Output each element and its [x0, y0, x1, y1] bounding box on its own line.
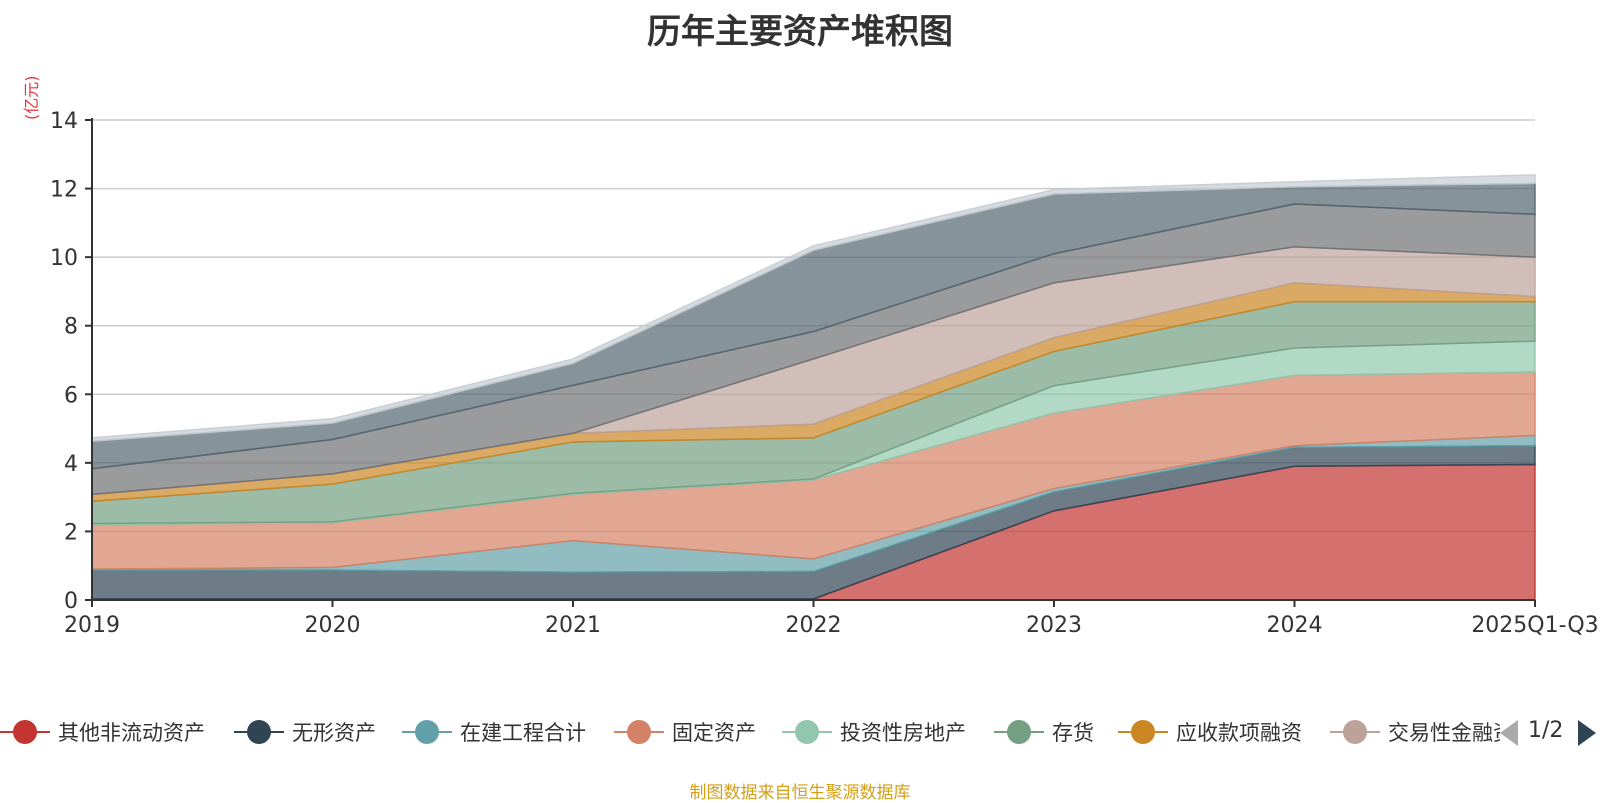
y-tick-label: 14: [50, 109, 78, 134]
x-tick-label: 2021: [545, 613, 601, 638]
x-tick-label: 2024: [1267, 613, 1323, 638]
source-note: 制图数据来自恒生聚源数据库: [689, 783, 911, 803]
legend-label: 投资性房地产: [840, 721, 966, 745]
legend-label: 无形资产: [292, 721, 376, 745]
legend-marker-icon: [994, 720, 1044, 744]
legend-label: 交易性金融资产: [1388, 721, 1500, 745]
y-tick-label: 8: [64, 315, 78, 340]
legend-marker-icon: [782, 720, 832, 744]
legend-marker-icon: [1330, 720, 1380, 744]
legend-item[interactable]: 在建工程合计: [402, 712, 586, 752]
legend-label: 应收款项融资: [1176, 721, 1302, 745]
legend-label: 在建工程合计: [460, 721, 586, 745]
triangle-right-icon[interactable]: [1578, 720, 1596, 746]
legend-label: 其他非流动资产: [58, 721, 205, 745]
x-tick-label: 2019: [64, 613, 120, 638]
legend-item[interactable]: 交易性金融资产: [1330, 712, 1500, 752]
legend-dot: [247, 720, 271, 744]
legend-dot: [1343, 720, 1367, 744]
legend-marker-icon: [614, 720, 664, 744]
legend-pager: 1/2: [1500, 712, 1600, 752]
legend-dot: [627, 720, 651, 744]
legend-label: 存货: [1052, 721, 1094, 745]
legend: 其他非流动资产 无形资产 在建工程合计 固定资产 投资性房地产 存货 应收款项融资 交易性金融…: [0, 712, 1500, 752]
legend-item[interactable]: 其他非流动资产: [0, 712, 205, 752]
legend-label: 固定资产: [672, 721, 756, 745]
y-tick-label: 4: [64, 452, 78, 477]
y-tick-label: 0: [64, 589, 78, 614]
legend-marker-icon: [402, 720, 452, 744]
area-series-group: [91, 174, 1536, 601]
axes: 0 2 4 6 8 10 12 14 2019 2020 2021 2022 2023 2024 2025Q…: [50, 109, 1599, 638]
triangle-left-icon[interactable]: [1500, 720, 1518, 746]
legend-item[interactable]: 应收款项融资: [1118, 712, 1302, 752]
legend-marker-icon: [0, 720, 50, 744]
legend-dot: [1131, 720, 1155, 744]
legend-item[interactable]: 无形资产: [234, 712, 376, 752]
chart-title: 历年主要资产堆积图: [647, 12, 953, 52]
legend-marker-icon: [234, 720, 284, 744]
legend-dot: [1007, 720, 1031, 744]
x-tick-label: 2023: [1026, 613, 1082, 638]
y-tick-label: 6: [64, 383, 78, 408]
legend-item[interactable]: 存货: [994, 712, 1094, 752]
x-tick-label: 2020: [305, 613, 361, 638]
legend-marker-icon: [1118, 720, 1168, 744]
x-tick-label: 2025Q1-Q3: [1471, 613, 1598, 638]
legend-dot: [795, 720, 819, 744]
area-series[interactable]: [91, 174, 1536, 443]
legend-dot: [415, 720, 439, 744]
y-tick-label: 12: [50, 178, 78, 203]
legend-page-indicator: 1/2: [1528, 718, 1564, 743]
legend-item[interactable]: 投资性房地产: [782, 712, 966, 752]
x-tick-label: 2022: [786, 613, 842, 638]
legend-dot: [13, 720, 37, 744]
y-tick-label: 10: [50, 246, 78, 271]
legend-item[interactable]: 固定资产: [614, 712, 756, 752]
y-tick-label: 2: [64, 520, 78, 545]
